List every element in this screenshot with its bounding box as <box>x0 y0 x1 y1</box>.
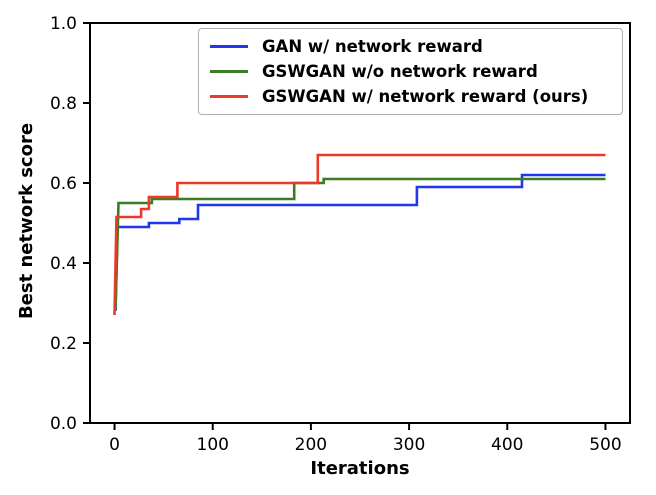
legend-label: GAN w/ network reward <box>262 37 483 56</box>
y-tick-label: 0.6 <box>50 174 77 194</box>
legend-item-gswgan-without: GSWGAN w/o network reward <box>207 59 612 84</box>
legend-line-swatch-green <box>210 70 248 73</box>
y-tick-label: 1.0 <box>50 14 77 34</box>
plot-spines <box>89 22 631 424</box>
series-line-1 <box>114 177 606 310</box>
legend-item-gswgan-with-ours: GSWGAN w/ network reward (ours) <box>207 84 612 109</box>
y-tick-label: 0.2 <box>50 334 77 354</box>
legend-label: GSWGAN w/o network reward <box>262 62 538 81</box>
legend-item-gan: GAN w/ network reward <box>207 34 612 59</box>
x-axis-label: Iterations <box>310 458 410 479</box>
legend-line-swatch-red <box>210 95 248 98</box>
x-tick-label: 500 <box>589 435 621 455</box>
legend: GAN w/ network reward GSWGAN w/o network… <box>198 28 623 115</box>
y-axis-label: Best network score <box>16 122 37 320</box>
legend-line-swatch-blue <box>210 45 248 48</box>
x-tick-label: 400 <box>491 435 523 455</box>
x-tick-label: 200 <box>295 435 327 455</box>
series-line-0 <box>114 173 606 312</box>
series-line-2 <box>113 153 606 316</box>
y-tick-label: 0.4 <box>50 254 77 274</box>
x-tick-label: 100 <box>197 435 229 455</box>
y-tick-label: 0.8 <box>50 94 77 114</box>
y-tick-label: 0.0 <box>50 414 77 434</box>
x-tick-label: 300 <box>393 435 425 455</box>
legend-label: GSWGAN w/ network reward (ours) <box>262 87 589 106</box>
x-tick-label: 0 <box>109 435 120 455</box>
